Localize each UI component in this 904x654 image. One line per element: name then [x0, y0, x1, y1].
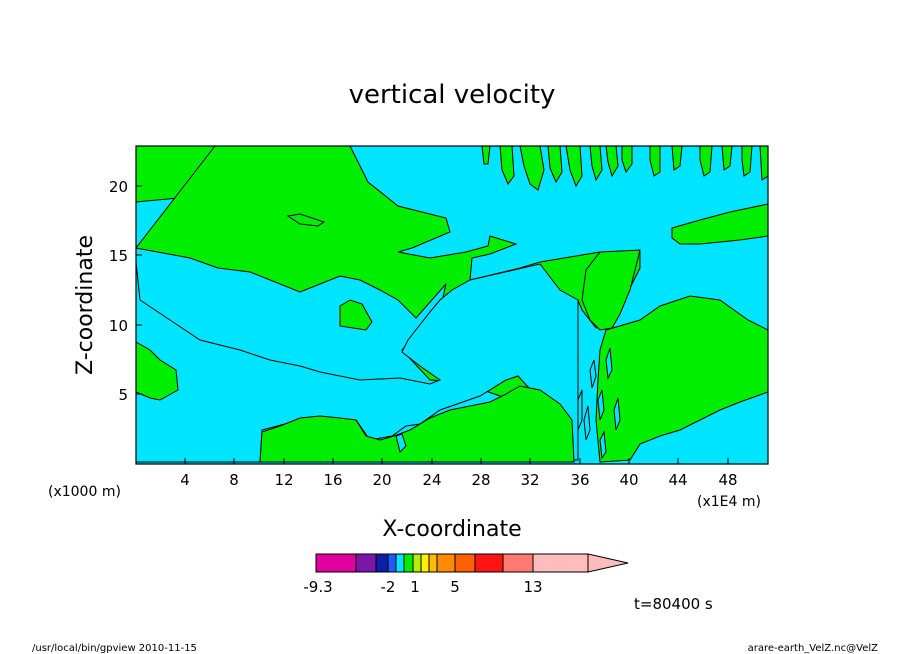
colorbar-cell: [532, 553, 589, 573]
x-tick-label: 44: [668, 471, 687, 489]
colorbar-label: -2: [381, 578, 396, 596]
colorbar-cell: [454, 553, 476, 573]
y-axis-title: Z-coordinate: [73, 235, 98, 375]
colorbar-label: -9.3: [303, 578, 332, 596]
x-tick-label: 48: [718, 471, 737, 489]
colorbar-cell: [412, 553, 422, 573]
x-axis-title: X-coordinate: [382, 517, 521, 542]
y-tick-label: 20: [109, 178, 128, 196]
x-tick-label: 12: [274, 471, 293, 489]
time-label: t=80400 s: [634, 595, 713, 613]
colorbar-labels: -9.3 -2 1 5 13: [303, 578, 542, 596]
x-tick-label: 20: [372, 471, 391, 489]
x-unit-label: (x1000 m): [48, 484, 121, 500]
colorbar-label: 1: [410, 578, 420, 596]
x-tick-label: 16: [323, 471, 342, 489]
contour-fill-positive: [135, 145, 769, 463]
contour-streaks: [395, 347, 621, 460]
x-tick-label: 36: [570, 471, 589, 489]
y-axis: [136, 185, 142, 395]
colorbar-cell: [395, 553, 405, 573]
colorbar-cell: [502, 553, 534, 573]
colorbar-cell: [474, 553, 504, 573]
x-tick-labels: 4 8 12 16 20 24 28 32 36 40 44 48: [180, 471, 737, 489]
x-tick-label: 28: [471, 471, 490, 489]
plot-frame: [135, 145, 769, 465]
footer-right: arare-earth_VelZ.nc@VelZ: [748, 643, 879, 654]
y-tick-label: 5: [118, 386, 128, 404]
colorbar-cell: [355, 553, 377, 573]
colorbar-cell: [375, 553, 389, 573]
colorbar-label: 13: [523, 578, 542, 596]
x-unit-label-right: (x1E4 m): [697, 494, 761, 510]
x-axis: [184, 458, 729, 464]
colorbar-extend-arrow: [587, 553, 629, 573]
colorbar-cell: [387, 553, 397, 573]
colorbar: [315, 553, 629, 573]
x-tick-label: 4: [180, 471, 190, 489]
x-tick-label: 24: [422, 471, 441, 489]
colorbar-cell: [420, 553, 430, 573]
y-tick-label: 10: [109, 317, 128, 335]
y-tick-labels: 5 10 15 20: [109, 178, 128, 404]
x-tick-label: 40: [619, 471, 638, 489]
x-tick-label: 8: [229, 471, 239, 489]
y-tick-label: 15: [109, 247, 128, 265]
chart-title: vertical velocity: [349, 80, 556, 110]
colorbar-cell: [315, 553, 357, 573]
colorbar-cell: [428, 553, 438, 573]
colorbar-cell: [403, 553, 414, 573]
x-tick-label: 32: [520, 471, 539, 489]
footer-left: /usr/local/bin/gpview 2010-11-15: [32, 643, 197, 654]
colorbar-cell: [436, 553, 456, 573]
colorbar-label: 5: [450, 578, 460, 596]
